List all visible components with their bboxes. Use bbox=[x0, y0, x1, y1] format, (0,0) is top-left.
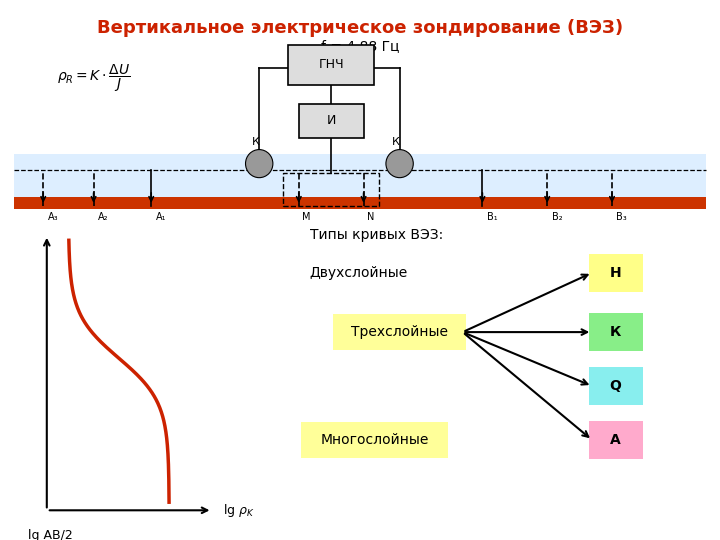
Bar bbox=[283, 173, 379, 206]
Text: А: А bbox=[611, 433, 621, 447]
Text: Двухслойные: Двухслойные bbox=[310, 266, 408, 280]
Text: B₃: B₃ bbox=[616, 212, 627, 222]
FancyBboxPatch shape bbox=[589, 254, 643, 292]
FancyBboxPatch shape bbox=[333, 314, 467, 350]
Text: B₂: B₂ bbox=[552, 212, 562, 222]
Text: f = 4.88 Гц: f = 4.88 Гц bbox=[321, 39, 399, 53]
Text: Н: Н bbox=[610, 266, 621, 280]
Text: К: К bbox=[610, 325, 621, 339]
Text: Q: Q bbox=[610, 379, 621, 393]
FancyBboxPatch shape bbox=[288, 45, 374, 85]
FancyBboxPatch shape bbox=[589, 421, 643, 459]
Bar bbox=[14, 154, 706, 197]
Ellipse shape bbox=[246, 150, 273, 178]
Text: ГНЧ: ГНЧ bbox=[318, 58, 344, 71]
Text: Трехслойные: Трехслойные bbox=[351, 325, 448, 339]
Text: N: N bbox=[367, 212, 374, 222]
Text: К: К bbox=[252, 137, 259, 147]
Ellipse shape bbox=[386, 150, 413, 178]
Text: $\rho_R = K \cdot \dfrac{\Delta U}{J}$: $\rho_R = K \cdot \dfrac{\Delta U}{J}$ bbox=[57, 63, 130, 94]
Text: Типы кривых ВЭЗ:: Типы кривых ВЭЗ: bbox=[310, 228, 443, 242]
Text: $\lg\,\rho_K$: $\lg\,\rho_K$ bbox=[223, 502, 255, 519]
Text: M: M bbox=[302, 212, 311, 222]
Bar bbox=[14, 197, 706, 209]
Text: Вертикальное электрическое зондирование (ВЭЗ): Вертикальное электрическое зондирование … bbox=[97, 19, 623, 37]
Text: A₁: A₁ bbox=[156, 212, 166, 222]
FancyBboxPatch shape bbox=[589, 313, 643, 351]
Text: A₂: A₂ bbox=[98, 212, 109, 222]
Text: B₁: B₁ bbox=[487, 212, 498, 222]
Text: Многослойные: Многослойные bbox=[320, 433, 428, 447]
FancyBboxPatch shape bbox=[301, 422, 448, 458]
Text: К: К bbox=[392, 137, 400, 147]
FancyBboxPatch shape bbox=[589, 367, 643, 405]
Text: И: И bbox=[326, 114, 336, 127]
Text: A₃: A₃ bbox=[48, 212, 58, 222]
FancyBboxPatch shape bbox=[299, 104, 364, 138]
Text: lg AB/2: lg AB/2 bbox=[28, 529, 73, 540]
